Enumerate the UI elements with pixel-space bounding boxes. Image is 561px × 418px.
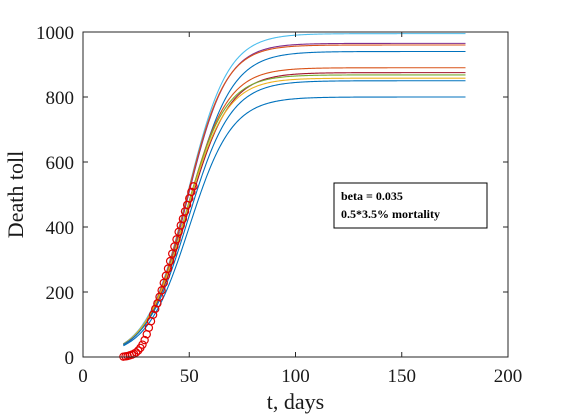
y-tick-label: 800 — [46, 88, 75, 109]
observed-point — [140, 335, 149, 345]
x-tick-label: 150 — [388, 366, 417, 387]
model-curve-10 — [123, 96, 466, 347]
observed-point — [151, 304, 160, 314]
annotation-line-beta: beta = 0.035 — [341, 189, 403, 203]
y-tick-label: 0 — [65, 348, 75, 369]
model-curve-9 — [123, 80, 466, 345]
model-curve-8 — [123, 77, 466, 345]
observed-point — [172, 235, 181, 244]
observed-point — [138, 340, 147, 349]
observed-point — [131, 348, 141, 357]
observed-point — [189, 182, 198, 191]
y-axis-title: Death toll — [3, 151, 28, 238]
x-tick-label: 50 — [180, 366, 199, 387]
y-tick-label: 1000 — [36, 23, 74, 44]
y-tick-label: 400 — [46, 218, 75, 239]
y-tick-label: 200 — [46, 283, 75, 304]
model-curve-2 — [123, 42, 466, 346]
annotation-frame — [333, 182, 488, 229]
x-tick-label: 0 — [78, 366, 88, 387]
observed-point — [187, 187, 196, 197]
model-curves — [83, 33, 466, 358]
x-tick-label: 200 — [494, 366, 523, 387]
observed-point — [165, 256, 175, 266]
observed-point — [148, 310, 158, 319]
annotation-line-mortality: 0.5*3.5% mortality — [341, 207, 440, 221]
x-axis: 0 50 100 150 200 — [78, 32, 522, 387]
model-curve-6 — [123, 72, 466, 345]
observed-point — [134, 346, 143, 355]
observed-point — [163, 264, 173, 273]
observed-point — [157, 286, 166, 295]
model-curve-3 — [123, 44, 466, 346]
y-axis: 0 200 400 600 800 1000 — [36, 23, 508, 369]
observed-point — [178, 214, 188, 224]
x-axis-title: t, days — [267, 389, 324, 414]
annotation-box: beta = 0.035 0.5*3.5% mortality — [333, 182, 488, 229]
y-tick-label: 600 — [46, 153, 75, 174]
x-tick-label: 100 — [281, 366, 310, 387]
observed-markers — [119, 182, 198, 361]
